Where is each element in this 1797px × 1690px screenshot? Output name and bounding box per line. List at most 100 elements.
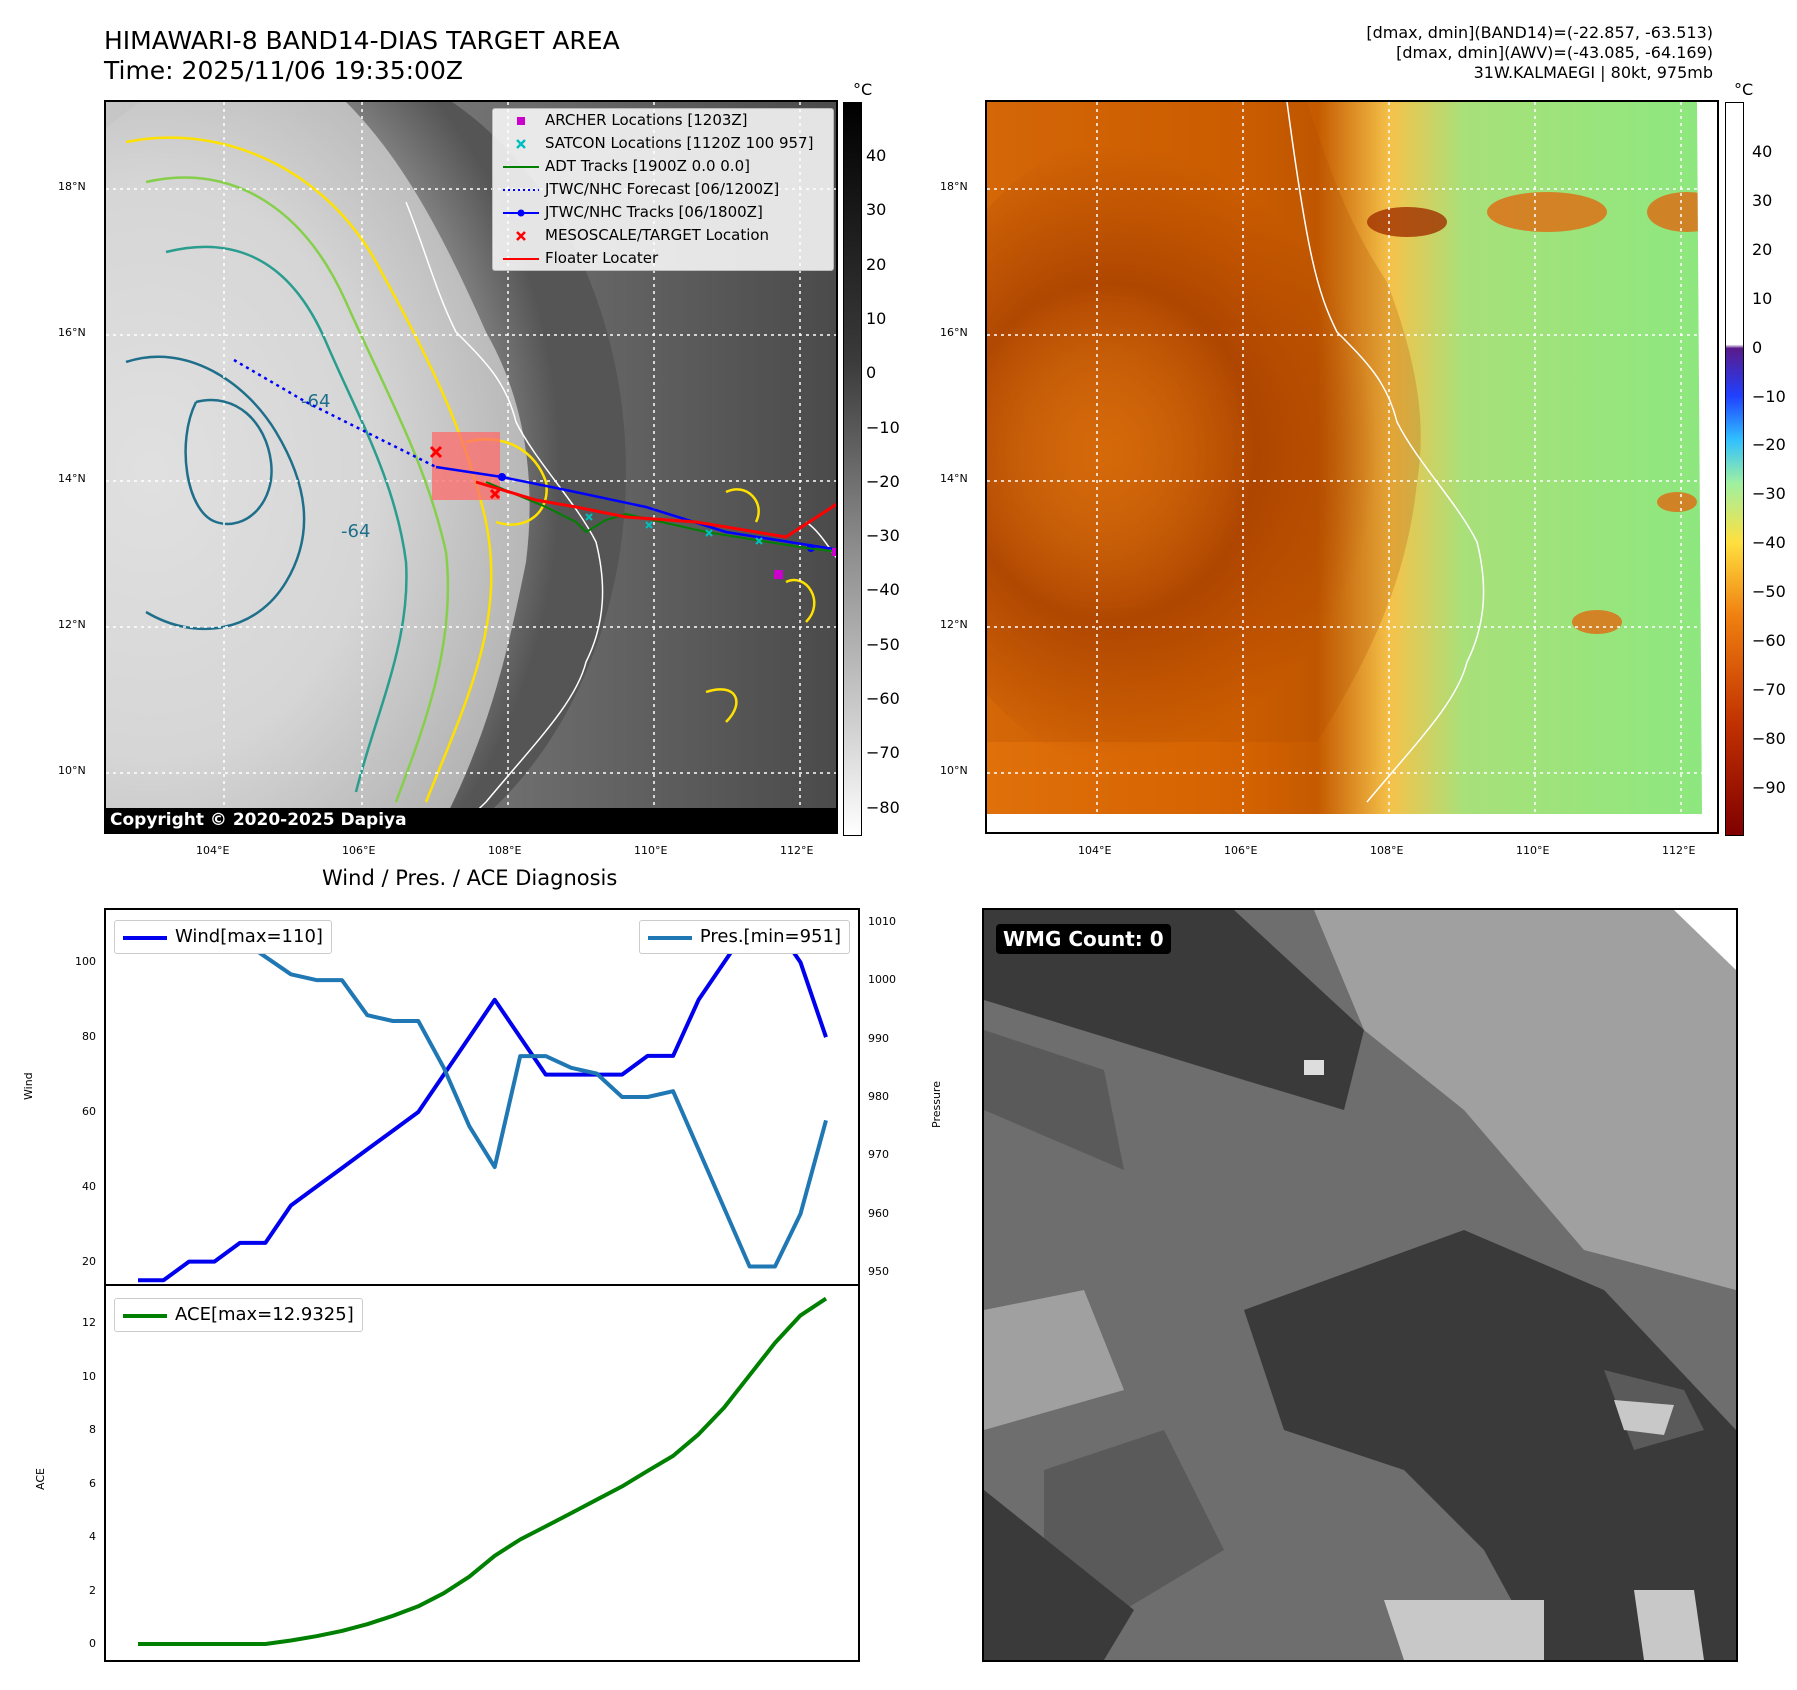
ace-tick-label: 6 (89, 1476, 96, 1490)
ace-axis-label: ACE (34, 1468, 47, 1490)
contour-label: -64 (301, 391, 330, 412)
ace-series-line (138, 1296, 828, 1646)
legend-label: ARCHER Locations [1203Z] (545, 111, 748, 129)
legend-label: MESOSCALE/TARGET Location (545, 226, 770, 244)
ace-svg (138, 1296, 828, 1646)
jtwc-track (435, 465, 836, 551)
pressure-tick-label: 980 (868, 1090, 889, 1103)
lat-label: 16°N (940, 326, 968, 339)
chart-time: Time: 2025/11/06 19:35:00Z (104, 56, 463, 85)
legend-label: Floater Locater (545, 249, 659, 267)
gray-colorbar-tick: −80 (866, 797, 900, 817)
lon-label: 110°E (1516, 844, 1550, 857)
lat-label: 18°N (58, 180, 86, 193)
lon-label: 112°E (1662, 844, 1696, 857)
wind-tick-label: 80 (82, 1030, 96, 1044)
gray-colorbar-tick: 30 (866, 200, 887, 220)
awv-colorbar-tick: 20 (1752, 239, 1773, 259)
jtwc-track-point (498, 473, 506, 481)
gray-colorbar-tick: −60 (866, 689, 900, 708)
gray-colorbar-tick: −50 (866, 634, 900, 654)
awv-colorbar-tick: −70 (1752, 679, 1786, 699)
wind-series-line (138, 923, 828, 1283)
info-band14-range: [dmax, dmin](BAND14)=(-22.857, -63.513) (1366, 23, 1713, 42)
wind-tick-label: 40 (82, 1179, 96, 1193)
archer-marker (774, 570, 783, 579)
lon-label: 112°E (780, 844, 814, 857)
pressure-legend-label: Pres.[min=951] (699, 926, 841, 947)
lat-label: 12°N (940, 618, 968, 631)
pressure-legend: Pres.[min=951] (638, 920, 850, 954)
gray-colorbar-tick: 40 (866, 146, 887, 165)
lat-label: 16°N (58, 326, 86, 339)
ace-chart: ACE[max=12.9325] (104, 1284, 860, 1662)
awv-colorbar-tick: −90 (1752, 777, 1786, 797)
ace-legend-label: ACE[max=12.9325] (175, 1304, 354, 1325)
legend-item-jtwc-tracks: JTWC/NHC Tracks [06/1800Z] (493, 201, 833, 224)
legend-item-floater: Floater Locater (493, 247, 833, 270)
lat-label: 10°N (940, 764, 968, 777)
wind-axis-label: Wind (22, 1072, 35, 1100)
wind-legend: Wind[max=110] (114, 920, 332, 954)
gray-colorbar-tick: 20 (866, 254, 887, 274)
gray-colorbar-tick: −40 (866, 580, 900, 600)
lat-label: 14°N (940, 472, 968, 485)
adt-track (485, 481, 836, 553)
lon-label: 104°E (196, 844, 230, 857)
lat-label: 10°N (58, 764, 86, 777)
wmg-panel: WMG Count: 0 (982, 908, 1738, 1662)
copyright-label: Copyright © 2020-2025 Dapiya (106, 808, 411, 832)
ace-legend: ACE[max=12.9325] (114, 1298, 363, 1332)
legend-label: ADT Tracks [1900Z 0.0 0.0] (545, 157, 750, 175)
awv-colorbar-tick: −20 (1752, 435, 1786, 455)
legend-item-jtwc-forecast: JTWC/NHC Forecast [06/1200Z] (493, 178, 833, 201)
gray-colorbar-unit: °C (853, 80, 873, 99)
wind-tick-label: 20 (82, 1254, 96, 1268)
gray-colorbar-tick: 0 (866, 363, 877, 383)
info-awv-range: [dmax, dmin](AWV)=(-43.085, -64.169) (1396, 43, 1713, 62)
ace-tick-label: 8 (89, 1423, 96, 1437)
lat-label: 18°N (940, 180, 968, 193)
awv-map-panel (985, 100, 1719, 834)
awv-colorbar (1725, 102, 1744, 836)
awv-colorbar-tick: 30 (1752, 190, 1773, 210)
legend-item-satcon: SATCON Locations [1120Z 100 957] (493, 132, 833, 155)
ace-tick-label: 2 (89, 1583, 96, 1597)
legend-item-adt: ADT Tracks [1900Z 0.0 0.0] (493, 155, 833, 178)
lon-label: 108°E (488, 844, 522, 857)
awv-colorbar-tick: −10 (1752, 386, 1786, 406)
wind-tick-label: 60 (82, 1104, 96, 1118)
wind-pressure-chart: Wind[max=110] Pres.[min=951] (104, 908, 860, 1286)
lon-label: 110°E (634, 844, 668, 857)
ace-tick-label: 12 (82, 1316, 96, 1330)
lon-label: 106°E (1224, 844, 1258, 857)
diagnosis-title: Wind / Pres. / ACE Diagnosis (322, 866, 618, 890)
wind-pressure-svg (137, 919, 828, 1283)
gray-colorbar-tick: −70 (866, 743, 900, 763)
pressure-tick-label: 990 (868, 1031, 889, 1045)
pressure-tick-label: 960 (868, 1206, 889, 1220)
awv-colorbar-tick: −40 (1752, 533, 1786, 553)
ace-tick-label: 4 (89, 1530, 96, 1544)
map-legend: ARCHER Locations [1203Z] SATCON Location… (492, 108, 834, 271)
floater-locater (475, 480, 836, 539)
ace-tick-label: 10 (82, 1369, 96, 1383)
gray-colorbar-tick: −10 (866, 417, 900, 437)
wmg-image (984, 910, 1736, 1660)
lon-label: 106°E (342, 844, 376, 857)
contour-label: -64 (341, 521, 370, 542)
lat-label: 14°N (58, 472, 86, 485)
legend-label: JTWC/NHC Tracks [06/1800Z] (545, 203, 763, 221)
wind-tick-label: 100 (75, 955, 96, 969)
ir-map-panel: -64 -64 Copyright © 2020-2025 Dapiya (104, 100, 838, 834)
pressure-tick-label: 1000 (868, 973, 896, 987)
awv-colorbar-unit: °C (1734, 80, 1754, 99)
wmg-count-badge: WMG Count: 0 (996, 924, 1171, 954)
gray-colorbar (843, 102, 862, 836)
awv-colorbar-tick: 0 (1752, 337, 1763, 357)
pressure-tick-label: 970 (868, 1148, 889, 1162)
awv-colorbar-tick: 40 (1752, 142, 1773, 161)
awv-colorbar-tick: −60 (1752, 631, 1786, 650)
gray-colorbar-tick: −20 (866, 471, 900, 491)
legend-label: JTWC/NHC Forecast [06/1200Z] (545, 180, 780, 198)
